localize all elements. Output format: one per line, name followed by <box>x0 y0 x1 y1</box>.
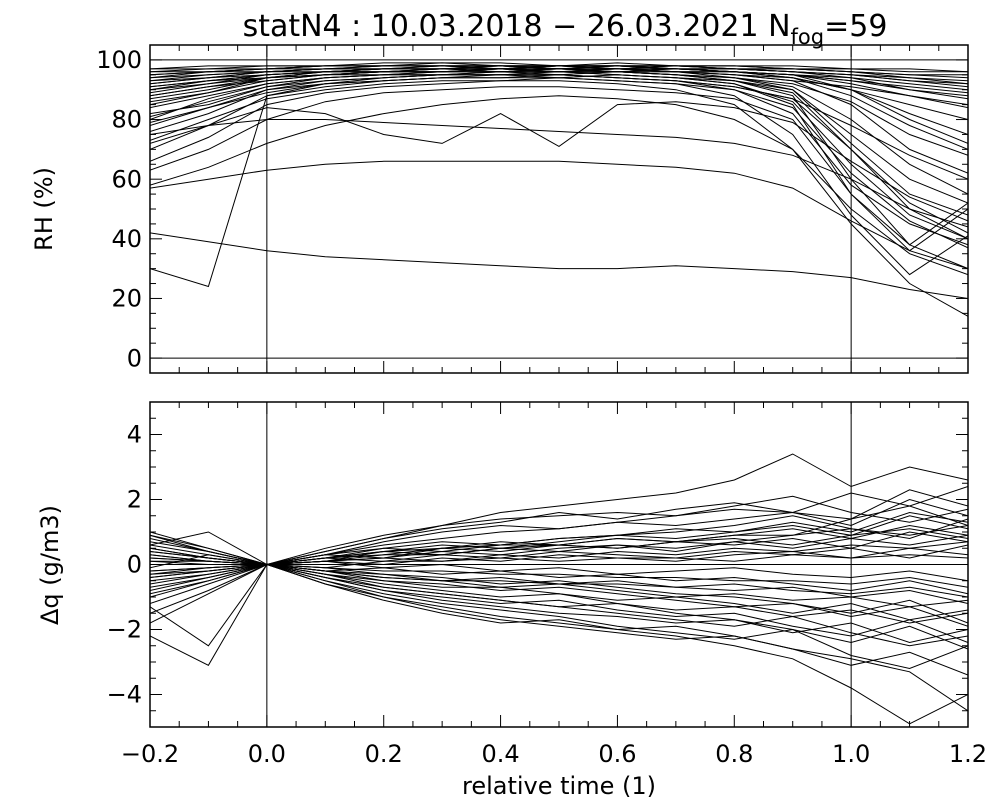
dq-axis-label: Δq (g/m3) <box>36 505 64 625</box>
fog-event-trace <box>150 486 968 566</box>
plot-title: statN4 : 10.03.2018 − 26.03.2021 Nfog=59 <box>243 9 888 49</box>
x-tick-label: 0.6 <box>598 740 636 768</box>
fog-event-trace <box>150 563 968 725</box>
fog-event-trace <box>150 534 968 566</box>
x-tick-label: 0.2 <box>365 740 403 768</box>
y-tick-label: 100 <box>96 46 142 74</box>
plot-title-count: =59 <box>824 9 887 44</box>
fog-event-trace <box>150 71 968 240</box>
x-tick-label: 1.2 <box>949 740 987 768</box>
fog-event-trace <box>150 232 968 299</box>
fog-event-trace <box>150 74 968 288</box>
fog-event-trace <box>150 62 968 73</box>
x-tick-label: −0.2 <box>121 740 179 768</box>
fog-event-trace <box>150 62 968 79</box>
y-tick-label: 60 <box>111 165 142 193</box>
x-tick-label: 0.8 <box>715 740 753 768</box>
y-tick-label: 40 <box>111 225 142 253</box>
y-tick-label: −4 <box>107 681 142 709</box>
fog-event-trace <box>150 65 968 150</box>
plot-generated-content: 0 20 40 60 80 100 −4 −2 0 2 4 −0.2 0.0 0.2 0.4 0.6 0.8 1.… <box>96 44 987 768</box>
fog-event-trace <box>150 563 968 670</box>
x-axis-label: relative time (1) <box>462 772 656 800</box>
y-tick-label: 80 <box>111 106 142 134</box>
fog-event-trace <box>150 71 968 240</box>
x-tick-label: 0.0 <box>248 740 286 768</box>
fog-event-trace <box>150 77 968 276</box>
fog-event-trace <box>150 101 968 222</box>
dq-panel: −4 −2 0 2 4 <box>107 401 969 728</box>
fog-event-trace <box>150 68 968 106</box>
fog-event-trace <box>150 77 968 249</box>
fog-event-trace <box>150 505 968 566</box>
plot-title-main: statN4 : 10.03.2018 − 26.03.2021 N <box>243 9 791 44</box>
fog-event-trace <box>150 498 968 566</box>
y-tick-label: −2 <box>107 616 142 644</box>
fog-event-trace <box>150 80 968 317</box>
fog-event-trace <box>150 563 968 676</box>
fog-event-trace <box>150 65 968 85</box>
fog-event-trace <box>150 563 968 647</box>
fog-event-trace <box>150 95 968 276</box>
rh-axis-label: RH (%) <box>30 167 58 251</box>
x-tick-label: 0.4 <box>481 740 519 768</box>
fog-event-trace <box>150 554 968 569</box>
y-tick-label: 0 <box>127 344 142 372</box>
fog-event-trace <box>150 547 968 566</box>
y-tick-label: 20 <box>111 285 142 313</box>
fog-event-trace <box>150 86 968 252</box>
fog-event-trace <box>150 563 968 621</box>
fog-event-trace <box>150 495 968 566</box>
rh-panel: 0 20 40 60 80 100 <box>96 44 969 374</box>
fog-event-trace <box>150 563 968 712</box>
fog-event-trace <box>150 563 968 647</box>
fog-event-trace <box>150 528 968 566</box>
fog-event-trace <box>150 68 968 156</box>
fog-event-trace <box>150 554 968 582</box>
fog-event-trace <box>150 74 968 180</box>
fog-event-trace <box>150 160 968 270</box>
y-tick-label: 4 <box>127 421 142 449</box>
fog-event-trace <box>150 119 968 228</box>
fog-event-trace <box>150 563 968 595</box>
fog-event-trace <box>150 65 968 76</box>
y-tick-label: 0 <box>127 551 142 579</box>
x-tick-label: 1.0 <box>832 740 870 768</box>
y-tick-label: 2 <box>127 486 142 514</box>
